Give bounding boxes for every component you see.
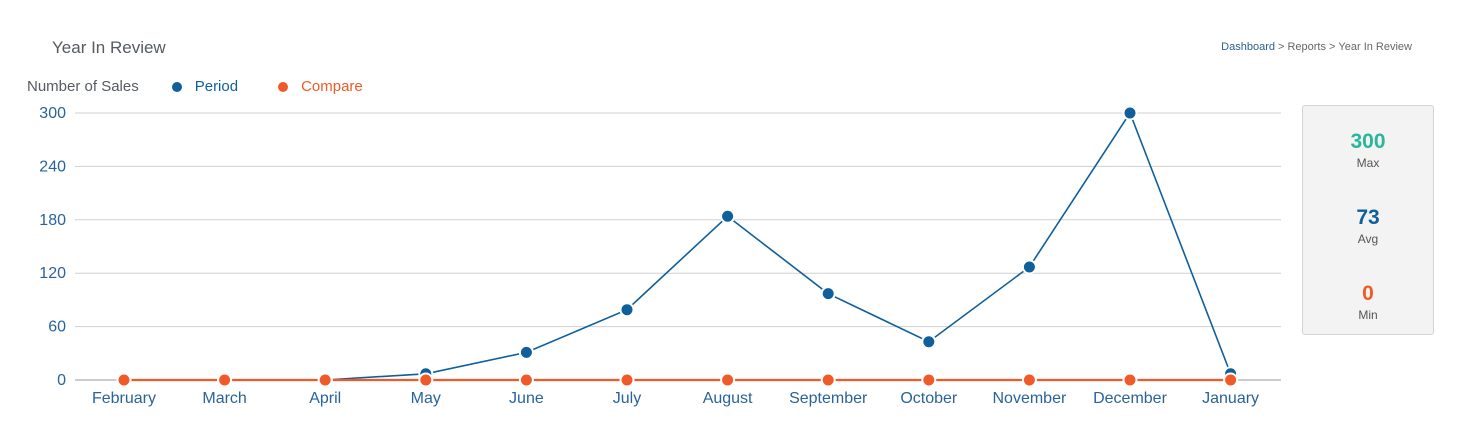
y-tick-label: 0 — [57, 372, 66, 389]
y-tick-label: 120 — [39, 265, 66, 282]
page-title: Year In Review — [52, 38, 166, 57]
breadcrumb-reports: Reports — [1287, 41, 1326, 53]
series-line-period — [124, 111, 1232, 381]
breadcrumb-current: Year In Review — [1338, 41, 1412, 53]
data-point-period[interactable] — [720, 208, 736, 224]
period-dot-icon — [171, 81, 182, 92]
data-point-compare[interactable] — [418, 372, 434, 388]
stat-avg: 73 Avg — [1303, 206, 1433, 246]
max-label: Max — [1356, 156, 1380, 170]
axis-labels: 0 60 120 180 240 300 February March April May June… — [39, 105, 1259, 407]
data-point-compare[interactable] — [1021, 372, 1037, 388]
data-point-period[interactable] — [1122, 105, 1138, 121]
min-value: 0 — [1362, 282, 1374, 305]
legend-period-label: Period — [194, 78, 239, 95]
data-point-compare[interactable] — [820, 372, 836, 388]
data-point-period[interactable] — [1021, 259, 1037, 275]
data-point-compare[interactable] — [518, 372, 534, 388]
chart-legend: Number of Sales Period Compare — [27, 78, 403, 95]
data-point-period[interactable] — [518, 344, 534, 360]
x-tick-label: June — [509, 390, 544, 407]
y-tick-label: 300 — [39, 105, 66, 122]
breadcrumb-separator: > — [1328, 41, 1336, 53]
data-point-compare[interactable] — [317, 372, 333, 388]
min-label: Min — [1358, 308, 1378, 322]
breadcrumb-separator: > — [1278, 41, 1285, 53]
x-tick-label: December — [1093, 390, 1167, 407]
data-point-period[interactable] — [921, 334, 937, 350]
data-point-period[interactable] — [820, 286, 836, 302]
y-tick-label: 240 — [39, 158, 66, 175]
data-point-compare[interactable] — [1223, 372, 1239, 388]
data-point-period[interactable] — [619, 302, 635, 318]
legend-item-period[interactable]: Period — [171, 78, 239, 95]
grid-lines — [75, 112, 1281, 381]
y-tick-label: 180 — [39, 212, 66, 229]
breadcrumb-dashboard-link[interactable]: Dashboard — [1221, 41, 1275, 53]
sales-line-chart: 0 60 120 180 240 300 February March April May June… — [39, 105, 1281, 407]
max-value: 300 — [1350, 130, 1386, 153]
x-tick-label: November — [992, 390, 1066, 407]
series-markers — [116, 105, 1239, 388]
x-tick-label: September — [789, 390, 868, 407]
x-tick-label: February — [92, 390, 156, 407]
stats-panel: 300 Max 73 Avg 0 Min — [1302, 105, 1434, 335]
legend-compare-label: Compare — [301, 78, 363, 95]
x-tick-label: April — [309, 390, 341, 407]
data-point-compare[interactable] — [1122, 372, 1138, 388]
avg-label: Avg — [1357, 232, 1379, 246]
breadcrumb: Dashboard > Reports > Year In Review — [1221, 41, 1412, 53]
x-tick-label: August — [703, 390, 753, 407]
x-tick-label: May — [411, 390, 441, 407]
series-lines — [124, 111, 1232, 382]
compare-dot-icon — [278, 81, 289, 92]
data-point-compare[interactable] — [217, 372, 233, 388]
data-point-compare[interactable] — [720, 372, 736, 388]
x-tick-label: March — [202, 390, 246, 407]
x-tick-label: July — [613, 390, 641, 407]
y-tick-label: 60 — [48, 319, 66, 336]
legend-title: Number of Sales — [27, 78, 139, 95]
data-point-compare[interactable] — [116, 372, 132, 388]
avg-value: 73 — [1356, 206, 1380, 229]
data-point-compare[interactable] — [619, 372, 635, 388]
stat-max: 300 Max — [1303, 130, 1433, 170]
data-point-compare[interactable] — [921, 372, 937, 388]
legend-item-compare[interactable]: Compare — [278, 78, 363, 95]
x-tick-label: October — [900, 390, 958, 407]
x-tick-label: January — [1202, 390, 1259, 407]
stat-min: 0 Min — [1303, 282, 1433, 322]
